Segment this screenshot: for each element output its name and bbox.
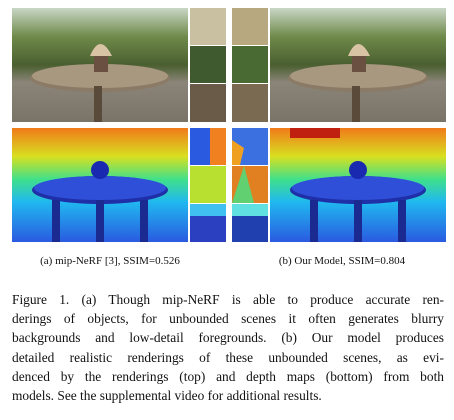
caption-line: derings of objects, for unbounded scenes… [12, 311, 444, 327]
ours-depth [270, 128, 446, 242]
mipnerf-depth [12, 128, 188, 242]
ours-depth-insets [232, 128, 268, 242]
subcaption-a: (a) mip-NeRF [3], SSIM=0.526 [40, 255, 180, 267]
mipnerf-insets [190, 8, 226, 122]
caption-line: models. See the supplemental video for a… [12, 388, 322, 404]
figure-images [12, 8, 446, 242]
mipnerf-depth-insets [190, 128, 226, 242]
figure-caption: Figure 1. (a) Though mip-NeRF is able to… [12, 290, 444, 405]
mipnerf-render [12, 8, 188, 122]
caption-line: denced by the renderings (top) and depth… [12, 368, 444, 384]
ours-insets [232, 8, 268, 122]
caption-line: detailed realistic renderings of these u… [12, 349, 444, 365]
ours-render [270, 8, 446, 122]
subcaption-b: (b) Our Model, SSIM=0.804 [278, 255, 406, 267]
caption-line: backgrounds and low-detail foregrounds. … [12, 330, 444, 346]
ours-depth-far [290, 128, 340, 138]
caption-line: Figure 1. (a) Though mip-NeRF is able to… [12, 292, 444, 307]
